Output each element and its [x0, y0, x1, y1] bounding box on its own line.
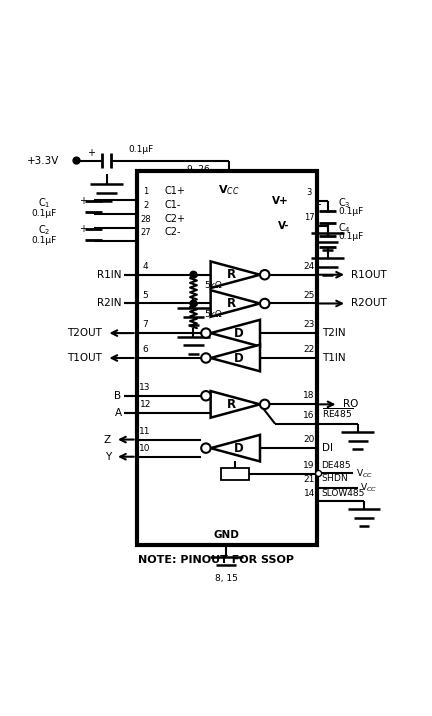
Text: R: R: [227, 398, 236, 411]
Text: $\overline{\rm SHDN}$: $\overline{\rm SHDN}$: [321, 470, 349, 484]
Text: V-: V-: [277, 221, 289, 231]
Text: D: D: [234, 352, 244, 364]
Text: 16: 16: [302, 411, 314, 420]
Text: 20: 20: [303, 435, 315, 444]
Circle shape: [190, 271, 197, 278]
Circle shape: [190, 300, 197, 307]
Text: 7: 7: [142, 320, 148, 329]
Circle shape: [260, 400, 270, 409]
Text: 3: 3: [306, 188, 312, 197]
Circle shape: [201, 353, 211, 363]
Circle shape: [260, 299, 270, 308]
Circle shape: [316, 470, 321, 476]
Text: DI: DI: [322, 443, 333, 453]
Text: +: +: [79, 196, 87, 206]
Text: V$_{CC}$: V$_{CC}$: [360, 481, 377, 494]
Circle shape: [201, 443, 211, 453]
Text: C$_2$: C$_2$: [38, 223, 51, 237]
Text: R: R: [227, 268, 236, 281]
Text: GND: GND: [213, 530, 239, 540]
Text: 28: 28: [141, 215, 151, 223]
Text: V$_{CC}$: V$_{CC}$: [356, 468, 373, 480]
Bar: [137, 171, 317, 545]
Text: 2: 2: [143, 201, 149, 210]
Text: 0.1µF: 0.1µF: [338, 207, 364, 216]
Text: 4: 4: [143, 262, 148, 271]
Text: D: D: [234, 326, 244, 339]
Text: A: A: [114, 408, 121, 418]
Text: 0.1µF: 0.1µF: [128, 145, 153, 154]
Text: 27: 27: [141, 228, 151, 238]
Text: 0.1µF: 0.1µF: [338, 232, 364, 241]
Text: 0.1µF: 0.1µF: [32, 236, 57, 246]
Text: 0.1µF: 0.1µF: [32, 209, 57, 218]
Text: 1: 1: [143, 187, 149, 196]
Text: R2IN: R2IN: [97, 299, 121, 309]
Text: 25: 25: [303, 291, 315, 299]
Text: 5kΩ: 5kΩ: [204, 310, 222, 319]
Text: 9, 26: 9, 26: [187, 165, 210, 174]
Text: C$_3$: C$_3$: [338, 196, 351, 210]
Text: R1OUT: R1OUT: [351, 270, 387, 280]
Text: 12: 12: [140, 400, 151, 409]
Text: C$_1$: C$_1$: [38, 195, 51, 210]
Text: 19: 19: [303, 461, 315, 470]
Text: 23: 23: [303, 320, 315, 329]
Polygon shape: [211, 391, 260, 417]
Polygon shape: [211, 344, 260, 372]
Text: T2IN: T2IN: [322, 328, 346, 338]
Polygon shape: [211, 320, 260, 347]
Circle shape: [260, 270, 270, 279]
Text: 22: 22: [304, 345, 315, 354]
Text: C1+: C1+: [165, 186, 185, 196]
Text: Y: Y: [105, 452, 111, 462]
Circle shape: [73, 157, 80, 164]
Text: R1IN: R1IN: [97, 270, 121, 280]
Text: RO: RO: [343, 400, 358, 410]
Text: $\overline{\rm RE485}$: $\overline{\rm RE485}$: [322, 407, 353, 420]
Text: +: +: [79, 224, 87, 234]
Text: C2+: C2+: [165, 213, 185, 223]
Text: +: +: [313, 200, 321, 211]
Text: 8, 15: 8, 15: [215, 574, 238, 583]
Text: +: +: [88, 147, 95, 158]
Text: B: B: [114, 391, 121, 401]
Circle shape: [201, 329, 211, 338]
Text: T2OUT: T2OUT: [67, 328, 102, 338]
Text: 13: 13: [140, 383, 151, 392]
Text: R2OUT: R2OUT: [351, 299, 387, 309]
Text: 11: 11: [140, 427, 151, 436]
Text: D: D: [234, 442, 244, 455]
Text: 14: 14: [303, 489, 315, 498]
Text: T1OUT: T1OUT: [67, 353, 102, 363]
Text: 21: 21: [303, 475, 315, 484]
Text: +3.3V: +3.3V: [27, 155, 60, 165]
Text: V+: V+: [272, 196, 289, 206]
Text: R: R: [227, 297, 236, 310]
Polygon shape: [211, 435, 260, 461]
Text: 10: 10: [140, 444, 151, 453]
Text: 5kΩ: 5kΩ: [204, 281, 222, 290]
Text: SLOW485: SLOW485: [321, 489, 365, 498]
Text: V$_{CC}$: V$_{CC}$: [218, 183, 240, 197]
Text: NOTE: PINOUT FOR SSOP: NOTE: PINOUT FOR SSOP: [138, 555, 294, 565]
Text: 24: 24: [304, 262, 315, 271]
Text: T1IN: T1IN: [322, 353, 346, 363]
Text: C1-: C1-: [165, 200, 181, 210]
Polygon shape: [211, 261, 260, 288]
Text: Z: Z: [104, 435, 111, 445]
Text: 18: 18: [303, 392, 315, 400]
Text: 5: 5: [142, 291, 148, 299]
Text: DE485: DE485: [321, 461, 351, 470]
Text: C2-: C2-: [165, 228, 181, 238]
Text: C$_4$: C$_4$: [338, 221, 351, 235]
Circle shape: [201, 391, 211, 400]
Text: 17: 17: [304, 213, 314, 222]
Polygon shape: [211, 290, 260, 316]
Text: 6: 6: [142, 345, 148, 354]
Bar: [221, 468, 249, 480]
